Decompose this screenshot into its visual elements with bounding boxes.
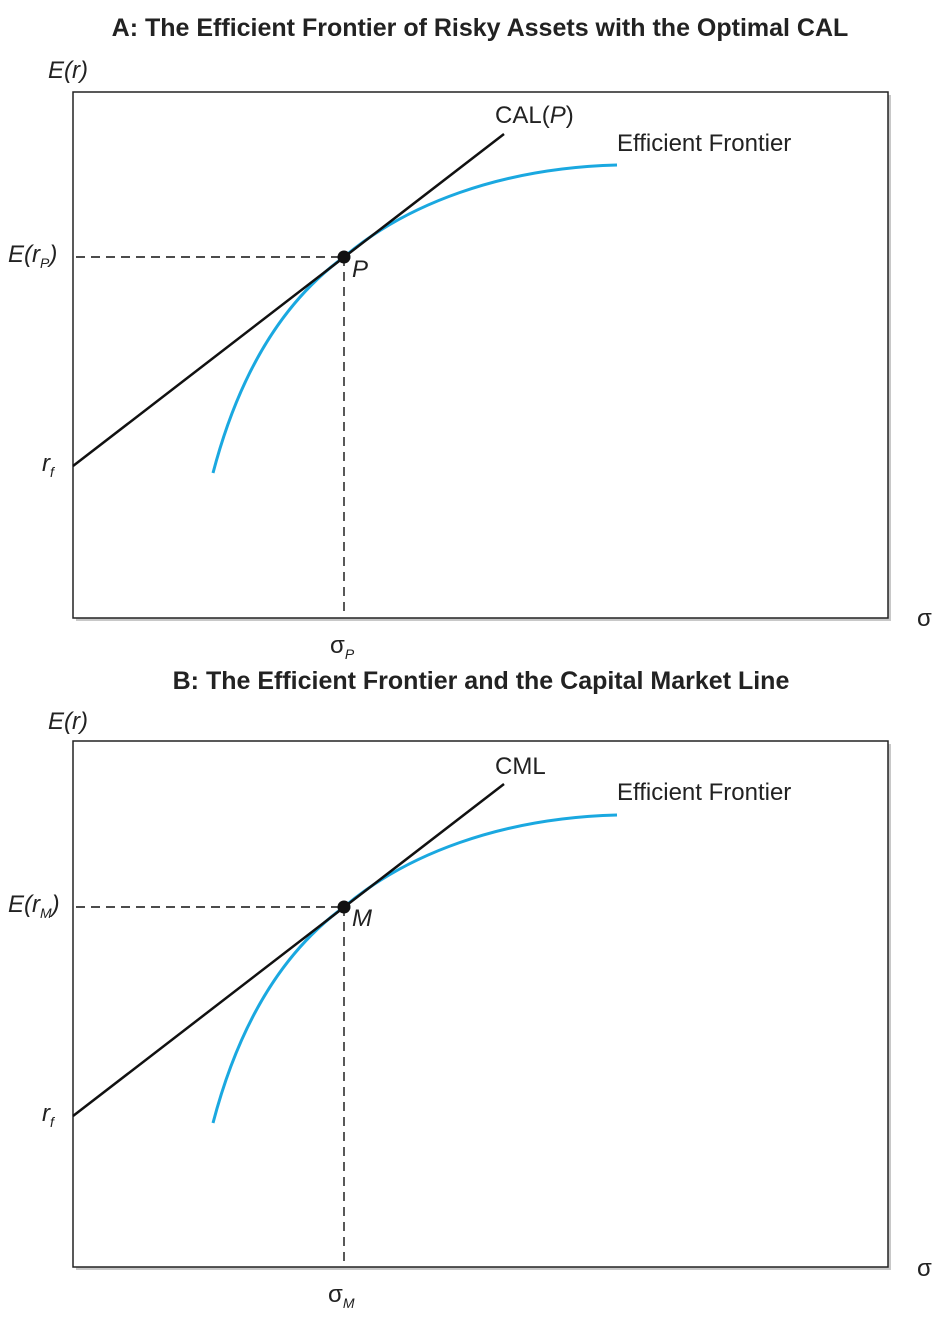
panel-a-y-tick-tangency: E(rP) [8,241,57,271]
panel-a-x-tick-tangency: σP [330,632,355,662]
panel-a-cal-line [72,133,505,467]
panel-a-tangency-point [337,250,351,264]
panel-b-cml-label: CML [495,753,546,780]
panel-b-tangency-point [337,900,351,914]
panel-b-tangency-label: M [352,905,372,932]
panel-b-cml-line [72,783,505,1117]
panel-a-x-axis-label: σ [917,605,932,632]
panel-b: B: The Efficient Frontier and the Capita… [8,667,932,1311]
panel-a-y-axis-label: E(r) [48,57,88,84]
panel-a-plot-area [72,91,889,619]
panel-a-tangency-label: P [352,256,368,283]
panel-b-y-axis-label: E(r) [48,708,88,735]
panel-a-title: A: The Efficient Frontier of Risky Asset… [112,14,849,42]
panel-b-frontier-label: Efficient Frontier [617,779,791,806]
panel-a-y-tick-rf: rf [42,450,56,480]
panel-b-title: B: The Efficient Frontier and the Capita… [173,667,790,695]
panel-b-x-axis-label: σ [917,1255,932,1282]
panel-b-y-tick-tangency: E(rM) [8,891,60,921]
panel-b-x-tick-tangency: σM [328,1281,355,1311]
panel-b-y-tick-rf: rf [42,1100,56,1130]
panel-b-plot-area [72,740,889,1268]
panel-a-frontier-label: Efficient Frontier [617,130,791,157]
panel-a-cal-label: CAL(P) [495,102,574,129]
panel-a: A: The Efficient Frontier of Risky Asset… [8,14,932,662]
